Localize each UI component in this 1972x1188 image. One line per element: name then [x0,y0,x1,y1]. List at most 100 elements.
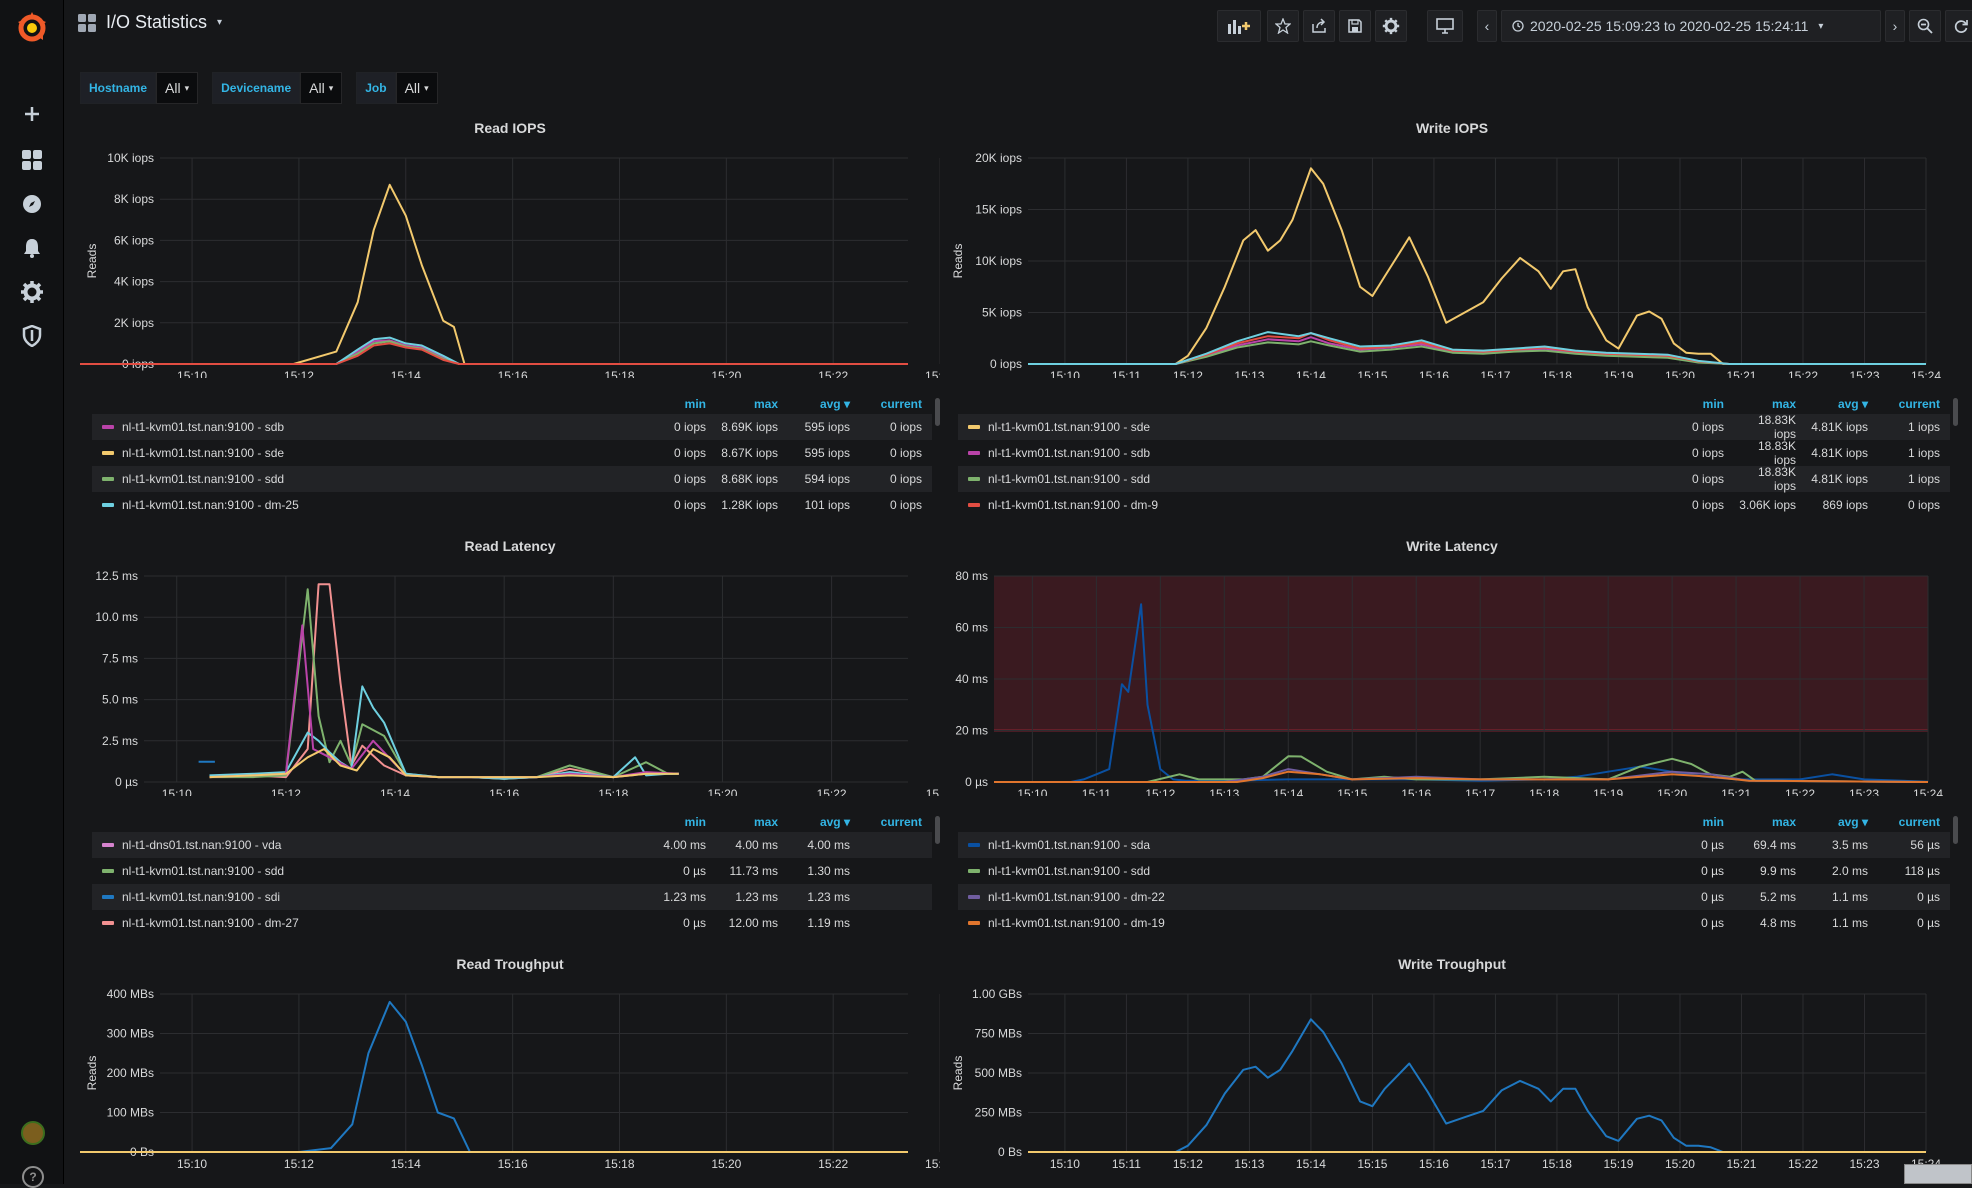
series-line[interactable] [994,770,1929,783]
shield-icon[interactable] [16,320,48,352]
dashboard-title[interactable]: I/O Statistics ▾ [78,12,222,33]
series-color-swatch[interactable] [102,869,114,873]
time-back-button[interactable]: ‹ [1477,10,1497,42]
alert-bell-icon[interactable] [16,232,48,264]
legend-series-row[interactable]: nl-t1-kvm01.tst.nan:9100 - sdd 0 µs 9.9 ms… [958,858,1950,884]
panel-title[interactable]: Read Troughput [456,956,564,972]
legend-column-min[interactable]: min [684,815,706,829]
legend-scrollbar[interactable] [935,398,940,426]
series-color-swatch[interactable] [968,425,980,429]
series-line[interactable] [209,583,679,780]
series-color-swatch[interactable] [102,477,114,481]
dashboards-icon[interactable] [16,144,48,176]
legend-column-avg[interactable]: avg ▾ [1837,397,1868,411]
series-color-swatch[interactable] [102,843,114,847]
variable-dropdown[interactable]: All ▾ [300,72,343,104]
legend-series-row[interactable]: nl-t1-kvm01.tst.nan:9100 - dm-19 0 µs 4.8 … [958,910,1950,936]
share-button[interactable] [1303,10,1335,42]
gear-icon[interactable] [16,276,48,308]
legend-series-row[interactable]: nl-t1-kvm01.tst.nan:9100 - dm-22 0 µs 5.2 … [958,884,1950,910]
legend-series-row[interactable]: nl-t1-kvm01.tst.nan:9100 - dm-25 0 iops 1.… [92,492,932,518]
legend-series-row[interactable]: nl-t1-kvm01.tst.nan:9100 - sdb 0 iops 18.8… [958,439,1950,467]
panel-title[interactable]: Read Latency [464,538,556,554]
series-color-swatch[interactable] [102,503,114,507]
series-line[interactable] [1028,331,1926,365]
series-line[interactable] [209,624,679,779]
legend-column-current[interactable]: current [1898,815,1940,829]
legend-series-row[interactable]: nl-t1-kvm01.tst.nan:9100 - sda 0 µs 69.4 m… [958,832,1950,858]
series-color-swatch[interactable] [968,895,980,899]
series-color-swatch[interactable] [102,451,114,455]
legend-column-avg[interactable]: avg ▾ [1837,815,1868,829]
legend-series-row[interactable]: nl-t1-kvm01.tst.nan:9100 - sde 0 iops 8.67… [92,440,932,466]
legend-series-row[interactable]: nl-t1-kvm01.tst.nan:9100 - dm-9 0 iops 3.0… [958,492,1950,518]
legend-column-max[interactable]: max [1771,815,1796,829]
series-line[interactable] [80,183,908,365]
graph-read-latency[interactable]: 0 µs 2.5 ms 5.0 ms 7.5 ms 10.0 ms 12.5 ms 15:1… [80,566,940,796]
star-button[interactable] [1267,10,1299,42]
add-panel-button[interactable] [1217,10,1261,42]
series-color-swatch[interactable] [968,921,980,925]
avatar[interactable] [21,1121,45,1145]
series-line[interactable] [209,748,679,779]
legend-series-row[interactable]: nl-t1-kvm01.tst.nan:9100 - dm-27 0 µs 12.0… [92,910,932,936]
variable-dropdown[interactable]: All ▾ [156,72,199,104]
series-line[interactable] [209,588,679,780]
series-color-swatch[interactable] [102,425,114,429]
series-line[interactable] [80,1000,908,1153]
panel-title[interactable]: Write Troughput [1398,956,1506,972]
tv-mode-button[interactable] [1427,10,1463,42]
series-line[interactable] [209,685,679,780]
series-line[interactable] [1028,340,1926,365]
legend-column-max[interactable]: max [753,815,778,829]
legend-series-row[interactable]: nl-t1-kvm01.tst.nan:9100 - sdb 0 iops 8.69… [92,414,932,440]
zoom-out-button[interactable] [1909,10,1941,42]
legend-column-avg[interactable]: avg ▾ [819,815,850,829]
legend-scrollbar[interactable] [1953,398,1958,426]
legend-series-row[interactable]: nl-t1-kvm01.tst.nan:9100 - sdi 1.23 ms 1.2… [92,884,932,910]
series-line[interactable] [80,336,908,365]
legend-column-current[interactable]: current [880,815,922,829]
legend-series-row[interactable]: nl-t1-dns01.tst.nan:9100 - vda 4.00 ms 4.0… [92,832,932,858]
series-line[interactable] [1028,167,1926,365]
legend-column-max[interactable]: max [753,397,778,411]
series-line[interactable] [80,339,908,365]
series-color-swatch[interactable] [968,477,980,481]
series-color-swatch[interactable] [968,451,980,455]
series-line[interactable] [80,340,908,365]
panel-title[interactable]: Write Latency [1406,538,1498,554]
series-color-swatch[interactable] [968,503,980,507]
graph-write-latency[interactable]: 0 µs 20 ms 40 ms 60 ms 80 ms 15:10 15:11 15:12 1… [946,566,1958,796]
grafana-logo-icon[interactable] [12,8,52,48]
legend-column-avg[interactable]: avg ▾ [819,397,850,411]
time-forward-button[interactable]: › [1885,10,1905,42]
plus-icon[interactable] [16,98,48,130]
legend-column-min[interactable]: min [684,397,706,411]
refresh-button[interactable] [1945,10,1972,42]
series-color-swatch[interactable] [102,921,114,925]
legend-column-max[interactable]: max [1771,397,1796,411]
panel-title[interactable]: Read IOPS [474,120,546,136]
minimap-thumbnail[interactable] [1904,1164,1972,1184]
settings-button[interactable] [1375,10,1407,42]
save-button[interactable] [1339,10,1371,42]
legend-column-current[interactable]: current [880,397,922,411]
legend-series-row[interactable]: nl-t1-kvm01.tst.nan:9100 - sdd 0 iops 18.8… [958,465,1950,493]
legend-series-row[interactable]: nl-t1-kvm01.tst.nan:9100 - sdd 0 iops 8.68… [92,466,932,492]
legend-column-current[interactable]: current [1898,397,1940,411]
explore-icon[interactable] [16,188,48,220]
legend-scrollbar[interactable] [935,816,940,844]
legend-column-min[interactable]: min [1702,815,1724,829]
series-line[interactable] [1028,1018,1926,1153]
legend-series-row[interactable]: nl-t1-kvm01.tst.nan:9100 - sde 0 iops 18.8… [958,413,1950,441]
legend-series-row[interactable]: nl-t1-kvm01.tst.nan:9100 - sdd 0 µs 11.73 … [92,858,932,884]
series-line[interactable] [1028,332,1926,365]
series-color-swatch[interactable] [968,843,980,847]
help-icon[interactable]: ? [22,1166,44,1188]
time-range-picker[interactable]: 2020-02-25 15:09:23 to 2020-02-25 15:24:… [1501,10,1881,42]
legend-scrollbar[interactable] [1953,816,1958,844]
panel-title[interactable]: Write IOPS [1415,120,1489,136]
variable-dropdown[interactable]: All ▾ [395,72,438,104]
